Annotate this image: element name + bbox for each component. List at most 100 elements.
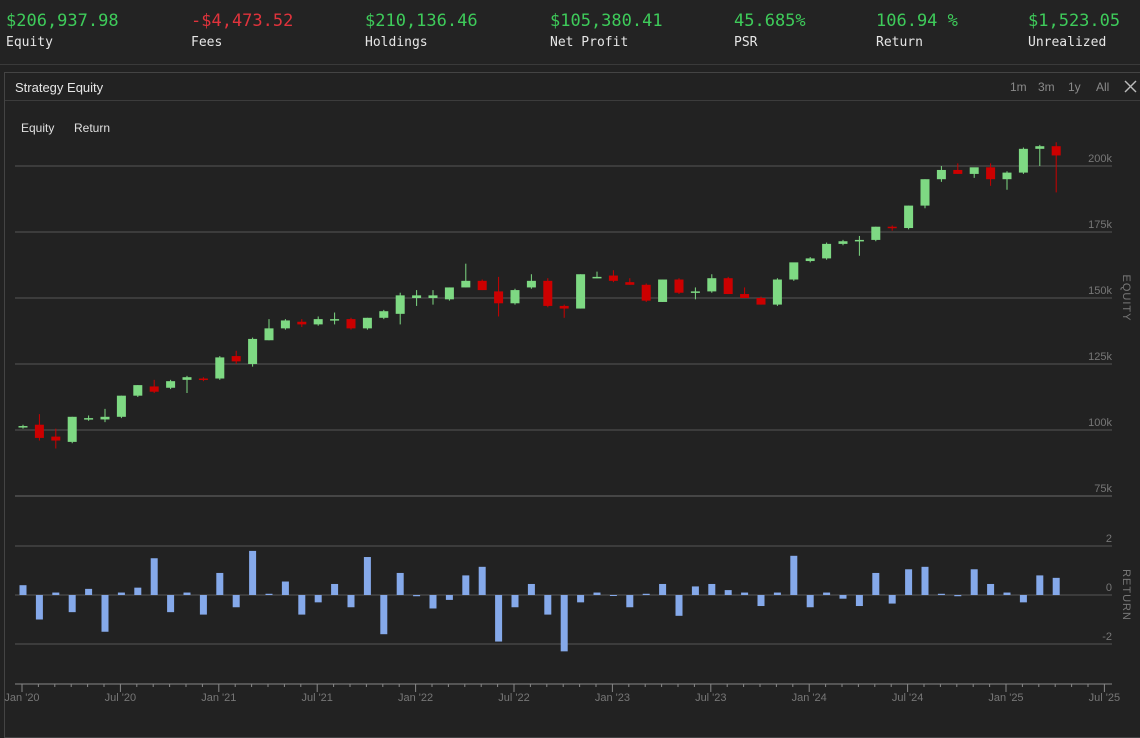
return-bar: [445, 595, 453, 600]
return-bar: [1052, 577, 1060, 595]
stat-net-profit: $105,380.41 Net Profit: [550, 10, 663, 50]
x-tick-label: Jul '23: [695, 692, 726, 704]
return-bar: [773, 592, 781, 595]
equity-tick-label: 100k: [1088, 417, 1112, 429]
return-bar: [970, 569, 978, 595]
return-bar: [937, 593, 945, 595]
return-bar: [855, 595, 863, 607]
return-bar: [1019, 595, 1027, 603]
return-bar: [954, 595, 962, 597]
candle-body: [313, 319, 323, 325]
return-bar: [987, 583, 995, 595]
stats-bar: $206,937.98 Equity -$4,473.52 Fees $210,…: [0, 0, 1140, 65]
panel-header: Strategy Equity 1m 3m 1y All: [5, 73, 1140, 101]
return-bar: [675, 595, 683, 616]
return-bar: [413, 595, 421, 597]
candle-body: [264, 328, 274, 341]
toggle-return[interactable]: Return: [74, 121, 111, 135]
candle-body: [772, 279, 782, 305]
candle-body: [986, 167, 996, 180]
stat-psr: 45.685% PSR: [734, 10, 806, 50]
x-tick-label: Jan '23: [595, 692, 630, 704]
candle-body: [297, 321, 307, 325]
stat-label: Return: [876, 35, 923, 50]
stat-equity: $206,937.98 Equity: [6, 10, 119, 50]
return-axis-title: RETURN: [1120, 569, 1132, 621]
x-tick-label: Jan '25: [988, 692, 1023, 704]
return-bar: [85, 588, 93, 595]
candle-body: [379, 311, 389, 318]
stat-value: 106.94 %: [876, 11, 958, 31]
return-bar: [216, 572, 224, 595]
return-tick-label: -2: [1102, 631, 1112, 643]
return-bar: [232, 595, 240, 608]
candle-body: [543, 280, 553, 306]
return-bar: [593, 592, 601, 595]
return-bar: [183, 592, 191, 595]
candle-body: [805, 258, 815, 262]
candle-body: [182, 377, 192, 380]
return-bar: [35, 595, 43, 620]
candle-body: [330, 319, 340, 321]
candle-body: [215, 357, 225, 379]
x-tick-label: Jan '22: [398, 692, 433, 704]
return-tick-label: 2: [1106, 533, 1112, 545]
return-bar: [134, 587, 142, 595]
candle-body: [969, 167, 979, 174]
stat-unrealized: $1,523.05 Unrealized: [1028, 10, 1120, 50]
return-bar: [626, 595, 634, 608]
return-bar: [806, 595, 814, 608]
stat-value: $1,523.05: [1028, 11, 1121, 31]
stat-value: -$4,473.52: [191, 11, 294, 31]
x-tick-label: Jul '24: [892, 692, 923, 704]
candle-body: [494, 291, 504, 304]
candle-body: [854, 239, 864, 242]
candle-body: [461, 280, 471, 288]
close-icon[interactable]: [1124, 80, 1137, 93]
candle-body: [34, 424, 44, 438]
return-bar: [462, 575, 470, 595]
return-bar: [1036, 575, 1044, 595]
candle-body: [756, 298, 766, 305]
return-bar: [495, 595, 503, 642]
x-tick-label: Jan '20: [4, 692, 39, 704]
stat-value: $210,136.46: [365, 11, 478, 31]
return-bar: [331, 583, 339, 595]
stat-label: PSR: [734, 35, 758, 50]
stat-fees: -$4,473.52 Fees: [191, 10, 293, 50]
stat-value: $105,380.41: [550, 11, 663, 31]
range-1m-button[interactable]: 1m: [1010, 80, 1027, 94]
return-bar: [68, 595, 76, 613]
return-bar: [905, 569, 913, 595]
return-bar: [249, 550, 257, 595]
candle-body: [231, 356, 241, 362]
stat-label: Holdings: [365, 35, 428, 50]
return-tick-label: 0: [1106, 582, 1112, 594]
return-bar: [265, 593, 273, 595]
equity-tick-label: 175k: [1088, 219, 1112, 231]
return-bar: [872, 572, 880, 595]
range-1y-button[interactable]: 1y: [1068, 80, 1081, 94]
candle-body: [707, 278, 717, 292]
candle-body: [936, 169, 946, 180]
candle-body: [133, 385, 143, 396]
candle-body: [592, 276, 602, 279]
toggle-equity[interactable]: Equity: [21, 121, 55, 135]
return-bar: [790, 555, 798, 595]
range-all-button[interactable]: All: [1096, 80, 1110, 94]
return-bar: [708, 583, 716, 595]
range-3m-button[interactable]: 3m: [1038, 80, 1055, 94]
candle-body: [625, 282, 635, 285]
candle-body: [362, 317, 372, 329]
candle-body: [904, 205, 914, 229]
return-bar: [741, 592, 749, 595]
equity-tick-label: 125k: [1088, 351, 1112, 363]
return-bar: [314, 595, 322, 603]
candle-body: [1035, 146, 1045, 149]
x-tick-label: Jul '22: [498, 692, 529, 704]
stat-holdings: $210,136.46 Holdings: [365, 10, 478, 50]
candle-body: [1002, 172, 1012, 180]
return-bar: [478, 566, 486, 595]
stat-value: 45.685%: [734, 11, 806, 31]
return-bar: [839, 595, 847, 599]
